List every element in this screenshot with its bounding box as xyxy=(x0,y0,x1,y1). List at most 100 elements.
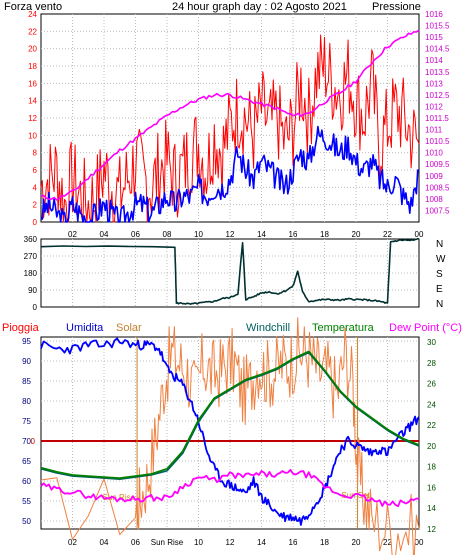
time-tick-label: 12 xyxy=(226,538,235,547)
time-tick-label: 06 xyxy=(131,230,140,239)
time-ticks-bottom: 02 04 06 Sun Rise 10 12 14 16 18 20 22 00 xyxy=(68,538,424,547)
time-tick-label: 16 xyxy=(289,538,298,547)
wind-tick-label: 18 xyxy=(28,62,37,71)
wind-tick-label: 24 xyxy=(28,10,37,19)
time-tick-label: 20 xyxy=(352,538,361,547)
humidity-temp-series: 0 Sun Rise Sun Set xyxy=(31,317,420,555)
humidity-tick-label: 75 xyxy=(22,417,31,426)
chart-title: 24 hour graph day : 02 Agosto 2021 xyxy=(172,1,347,13)
wind-tick-label: 12 xyxy=(28,114,37,123)
pressure-tick-label: 1015.5 xyxy=(425,22,450,31)
compass-label: N xyxy=(436,239,443,250)
time-tick-label: 16 xyxy=(289,230,298,239)
humidity-tick-label: 90 xyxy=(22,357,31,366)
time-tick-label: 02 xyxy=(68,538,77,547)
pressure-tick-label: 1009 xyxy=(425,172,443,181)
humidity-tick-label: 70 xyxy=(22,437,31,446)
dewpoint-line xyxy=(40,468,420,508)
pressure-tick-label: 1007.5 xyxy=(425,206,450,215)
pressure-tick-label: 1008 xyxy=(425,195,443,204)
direction-tick-label: 0 xyxy=(33,303,38,312)
time-tick-label: 22 xyxy=(383,230,392,239)
wind-tick-label: 22 xyxy=(28,27,37,36)
wind-tick-label: 16 xyxy=(28,79,37,88)
dewpoint-label: Dew Point (°C) xyxy=(389,322,462,334)
time-tick-label: 08 xyxy=(163,230,172,239)
time-tick-label: 22 xyxy=(383,538,392,547)
time-tick-label: 14 xyxy=(257,230,266,239)
wind-tick-label: 8 xyxy=(33,149,38,158)
pressure-axis-title: Pressione xyxy=(372,1,421,13)
wind-tick-label: 6 xyxy=(33,166,38,175)
temperature-tick-label: 16 xyxy=(427,483,436,492)
time-tick-label: 04 xyxy=(100,230,109,239)
wind-axis-title: Forza vento xyxy=(4,1,62,13)
time-tick-label: 10 xyxy=(194,538,203,547)
pressure-tick-label: 1010 xyxy=(425,149,443,158)
time-tick-label: 10 xyxy=(194,230,203,239)
time-tick-label: 20 xyxy=(352,230,361,239)
time-tick-label: 00 xyxy=(415,538,424,547)
pressure-tick-label: 1012.5 xyxy=(425,91,450,100)
pressure-tick-label: 1011.5 xyxy=(425,114,449,123)
humidity-tick-label: 80 xyxy=(22,397,31,406)
temperature-tick-label: 30 xyxy=(427,338,436,347)
rain-value-label: 0 xyxy=(31,437,36,446)
time-tick-label: 18 xyxy=(320,230,329,239)
pressure-tick-label: 1014 xyxy=(425,56,443,65)
temperature-ticks: 12 14 16 18 20 22 24 26 28 30 xyxy=(427,338,436,534)
temperature-tick-label: 26 xyxy=(427,380,436,389)
temperature-tick-label: 18 xyxy=(427,463,436,472)
time-tick-label: 18 xyxy=(320,538,329,547)
time-tick-label: 04 xyxy=(100,538,109,547)
direction-tick-label: 360 xyxy=(24,235,38,244)
wind-direction-series xyxy=(40,237,420,306)
wind-direction-grid xyxy=(41,239,419,307)
wind-tick-label: 10 xyxy=(28,131,37,140)
sunrise-label: Sun Rise xyxy=(103,493,136,502)
solar-line xyxy=(40,317,420,555)
pressure-tick-label: 1016 xyxy=(425,10,443,19)
pressure-tick-label: 1009.5 xyxy=(425,160,450,169)
direction-tick-label: 270 xyxy=(24,252,38,261)
humidity-label: Umidita xyxy=(66,322,104,334)
time-tick-label: Sun Rise xyxy=(151,538,184,547)
wind-tick-label: 4 xyxy=(33,183,38,192)
direction-ticks: 0 90 180 270 360 xyxy=(24,235,38,312)
temperature-tick-label: 22 xyxy=(427,421,436,430)
compass-label: W xyxy=(436,254,446,265)
pressure-tick-label: 1008.5 xyxy=(425,183,450,192)
solar-label: Solar xyxy=(116,322,142,334)
rain-label: Pioggia xyxy=(2,322,40,334)
wind-direction-line xyxy=(40,237,420,306)
temperature-label: Temperatura xyxy=(312,322,375,334)
pressure-tick-label: 1013.5 xyxy=(425,68,450,77)
humidity-tick-label: 50 xyxy=(22,517,31,526)
humidity-line xyxy=(40,337,420,526)
sunset-label: Sun Set xyxy=(341,491,370,500)
pressure-tick-label: 1011 xyxy=(425,126,443,135)
time-tick-label: 14 xyxy=(257,538,266,547)
temperature-tick-label: 24 xyxy=(427,400,436,409)
direction-tick-label: 90 xyxy=(28,286,37,295)
temperature-line xyxy=(40,350,420,480)
wind-max-line xyxy=(40,34,420,223)
pressure-ticks: 1007.5 1008 1008.5 1009 1009.5 1010 1010.5 1011… xyxy=(425,10,450,215)
wind-tick-label: 14 xyxy=(28,97,37,106)
humidity-tick-label: 60 xyxy=(22,477,31,486)
wind-pressure-series xyxy=(40,29,420,223)
windchill-label: Windchill xyxy=(246,322,290,334)
humidity-tick-label: 85 xyxy=(22,377,31,386)
humidity-ticks: 50 55 60 65 70 75 80 85 90 95 xyxy=(22,337,31,526)
temperature-tick-label: 12 xyxy=(427,525,436,534)
compass-label: S xyxy=(436,269,443,280)
pressure-tick-label: 1012 xyxy=(425,102,443,111)
wind-tick-label: 2 xyxy=(33,201,38,210)
compass-label: N xyxy=(436,299,443,310)
temperature-tick-label: 20 xyxy=(427,442,436,451)
pressure-tick-label: 1015 xyxy=(425,33,443,42)
humidity-tick-label: 95 xyxy=(22,337,31,346)
time-tick-label: 12 xyxy=(226,230,235,239)
